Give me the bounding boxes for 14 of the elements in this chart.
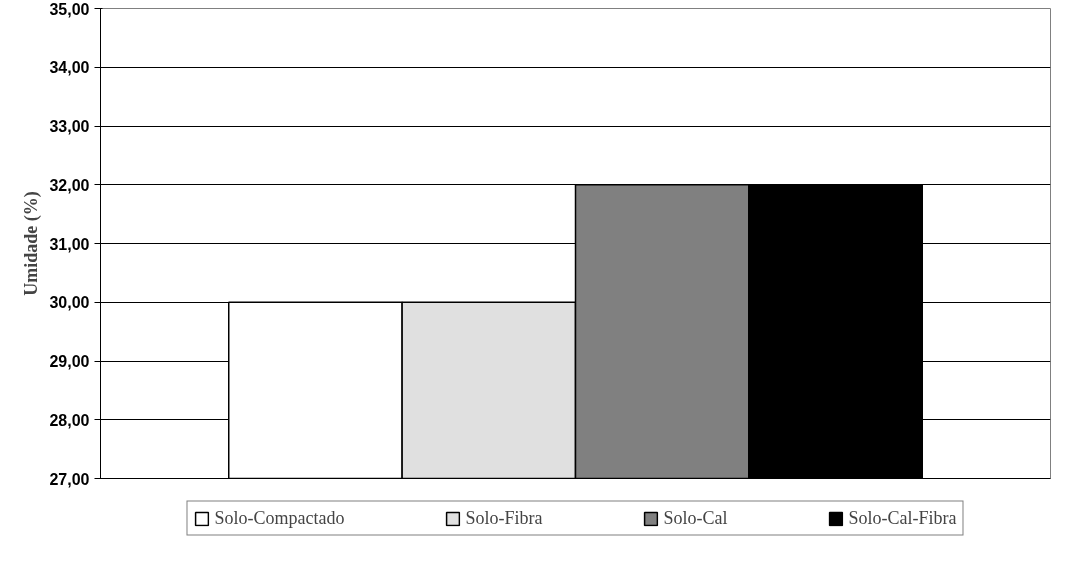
y-tick-label: 34,00 — [49, 59, 90, 77]
legend-label: Solo-Cal-Fibra — [848, 507, 957, 529]
y-tick-label: 28,00 — [49, 411, 90, 429]
y-tick-label: 33,00 — [49, 118, 90, 135]
y-tick-label: 32,00 — [49, 176, 90, 194]
legend-label: Solo-Fibra — [465, 507, 543, 529]
y-tick-label: 29,00 — [49, 353, 90, 370]
y-tick-label: 35,00 — [49, 0, 90, 18]
y-tick-label: 31,00 — [49, 235, 90, 253]
y-tick-label: 30,00 — [49, 294, 90, 312]
y-axis-title: Umidade (%) — [21, 191, 43, 296]
legend-label: Solo-Compactado — [214, 507, 345, 529]
y-tick-label: 27,00 — [49, 470, 90, 488]
legend-label: Solo-Cal — [663, 507, 728, 529]
